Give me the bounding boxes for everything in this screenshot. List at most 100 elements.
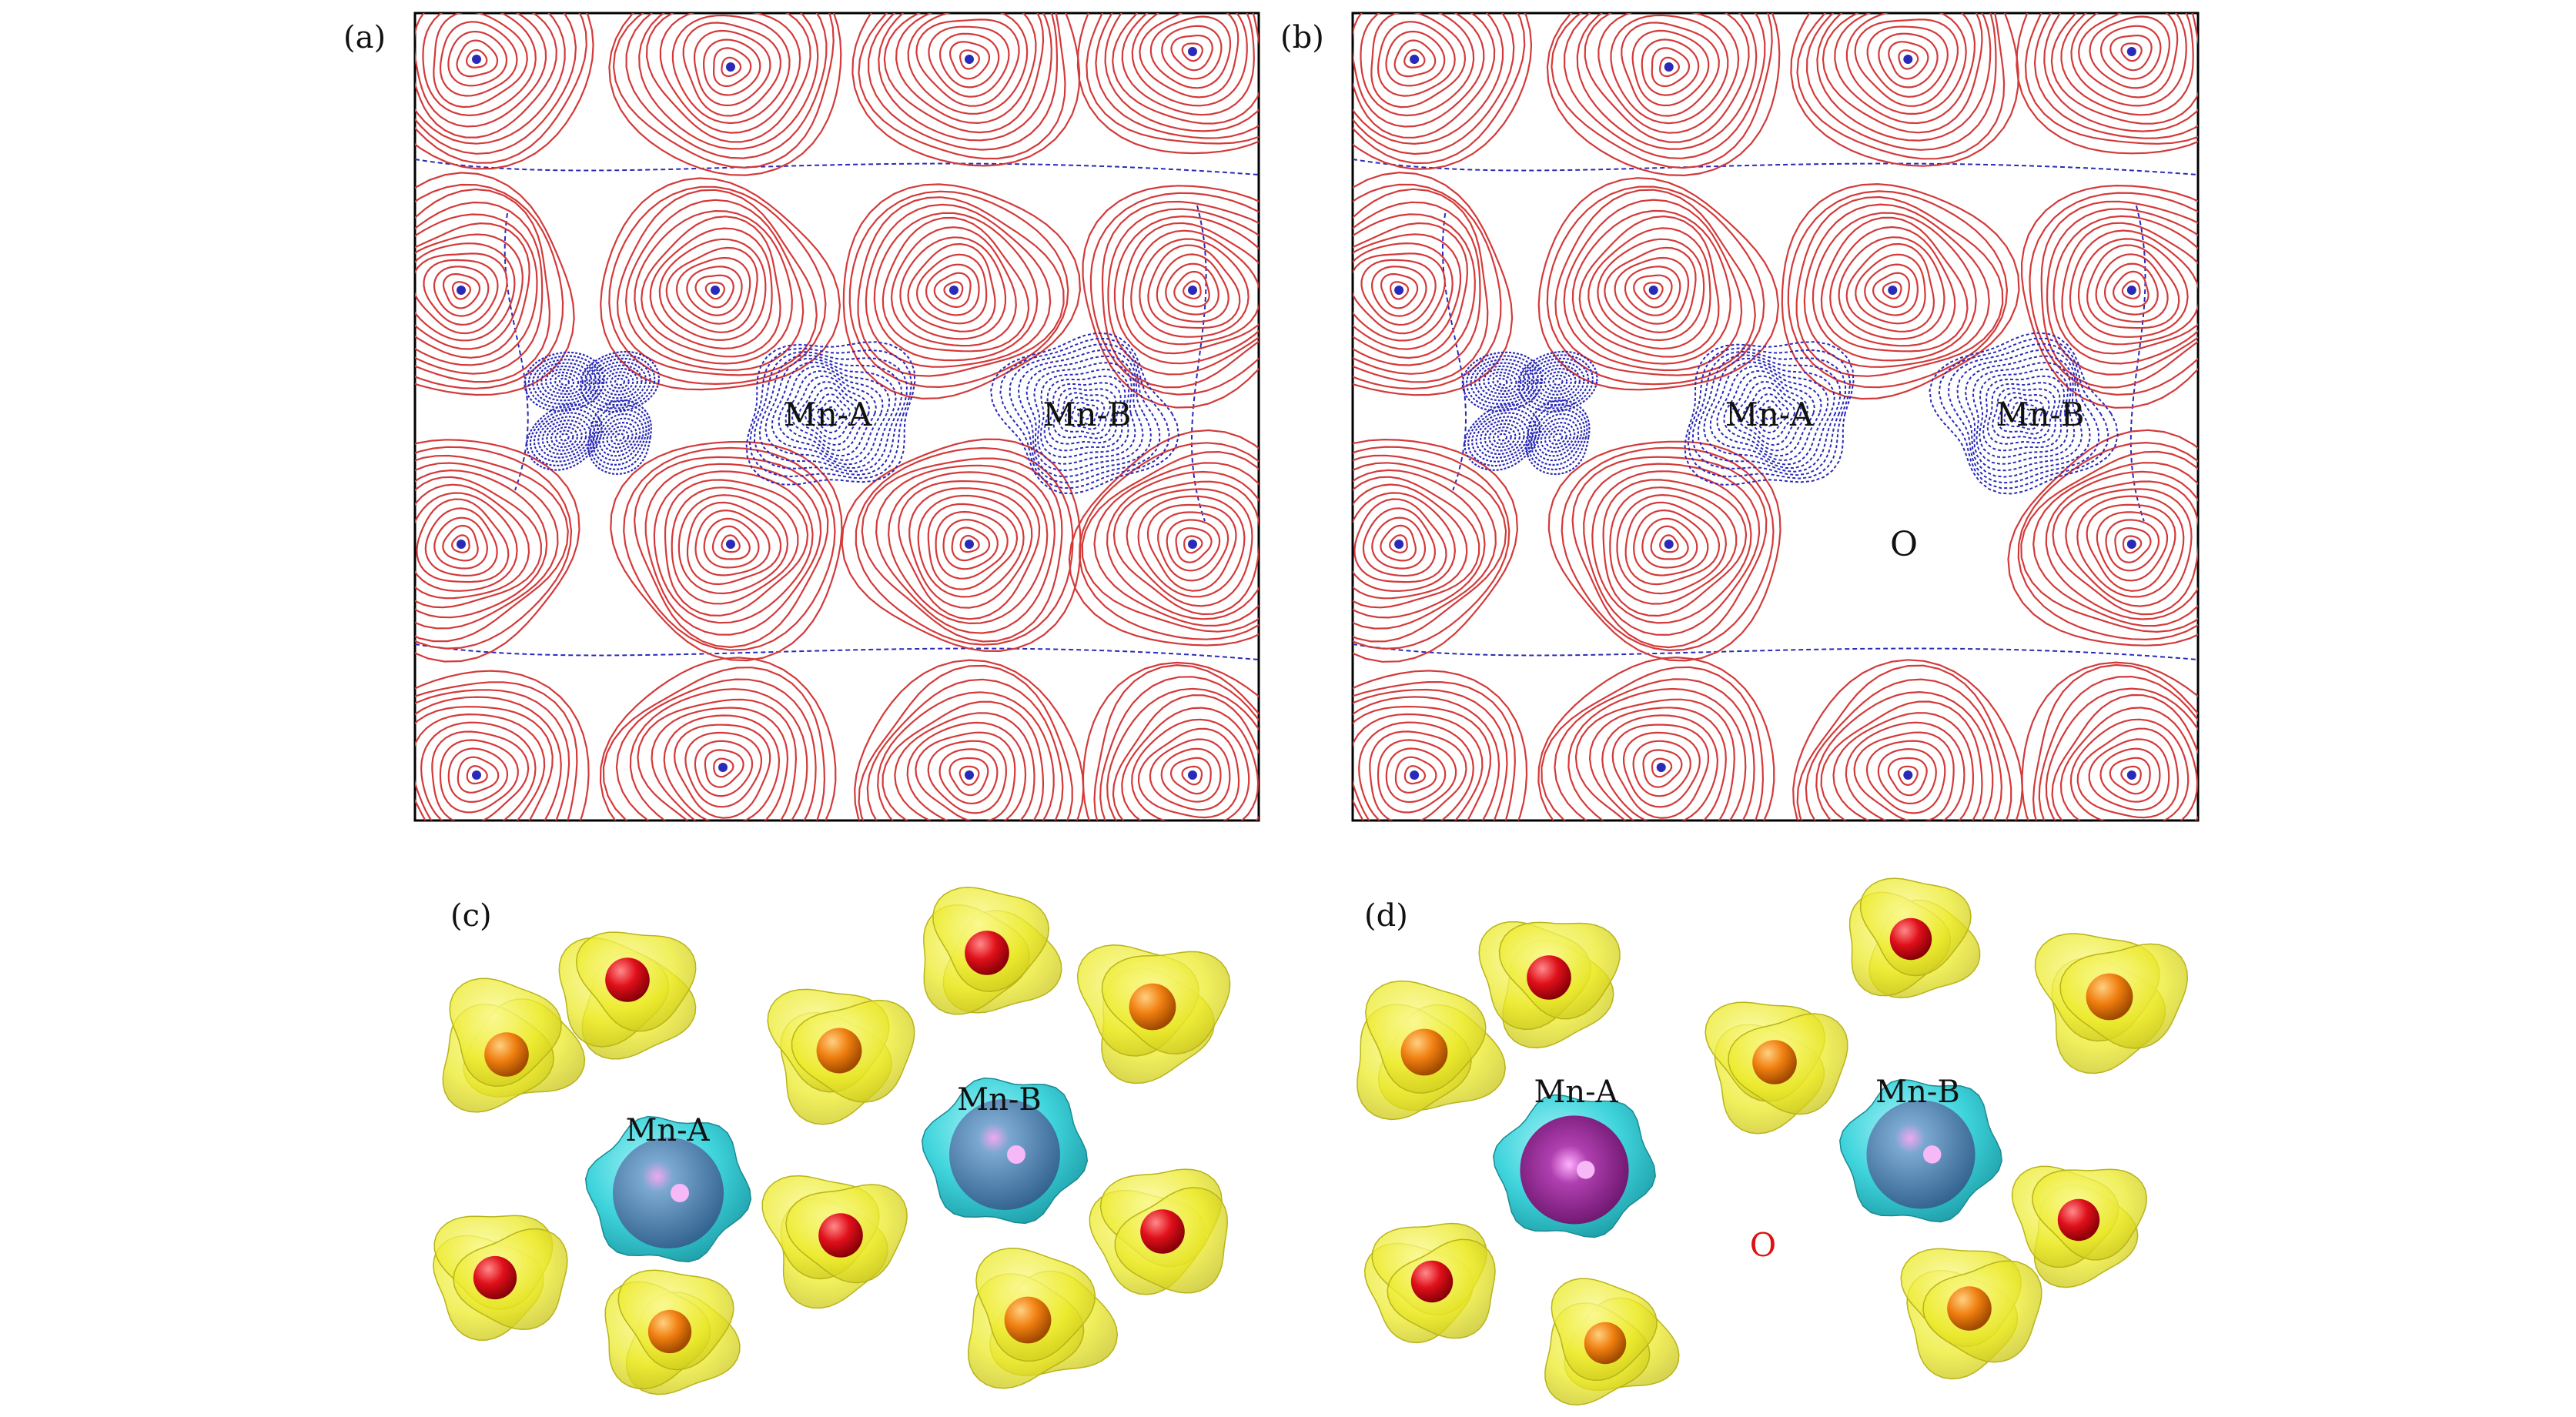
panel-c-mn-a-label: Mn-A (625, 1113, 710, 1148)
metal-atom-sphere (816, 1028, 862, 1074)
contour-core-dot (2126, 539, 2136, 550)
positive-density-lobe (599, 657, 837, 820)
contour-core-dot (1410, 770, 1420, 780)
positive-density-lobe (1547, 440, 1781, 662)
positive-density-lobe (2007, 429, 2198, 647)
positive-density-lobe (415, 172, 575, 396)
contour-core-dot (2126, 285, 2136, 296)
contour-core-dot (472, 55, 481, 64)
oxygen-isosurface (442, 978, 586, 1113)
positive-density-lobe (1546, 13, 1781, 177)
positive-density-lobe (851, 13, 1081, 167)
contour-core-dot (472, 770, 481, 780)
panel-d-vacancy-label: O (1750, 1226, 1776, 1264)
positive-density-lobe (1781, 182, 2020, 400)
contour-core-dot (1656, 762, 1666, 773)
positive-density-lobe (841, 438, 1082, 653)
contour-core-dot (1188, 286, 1197, 295)
oxygen-isosurface (1848, 877, 1981, 999)
positive-density-lobe (1353, 670, 1528, 820)
manganese-core-sphere (1520, 1115, 1629, 1225)
oxygen-isosurface (2011, 1165, 2147, 1288)
negative-density-cluster (524, 350, 661, 475)
panel-d-mn-b-label: Mn-B (1875, 1074, 1960, 1110)
positive-density-lobe (842, 183, 1082, 400)
positive-density-lobe (854, 659, 1085, 820)
panel-c: (c) Mn-A Mn-B (433, 887, 1231, 1395)
contour-core-dot (457, 286, 466, 295)
contour-core-dot (1664, 62, 1674, 72)
manganese-highlight (1007, 1145, 1025, 1164)
panel-c-label: (c) (450, 898, 492, 934)
positive-density-lobe (415, 439, 580, 663)
contour-core-dot (949, 286, 958, 295)
manganese-highlight (671, 1184, 689, 1202)
oxygen-isosurface (967, 1248, 1119, 1389)
contour-core-dot (1394, 539, 1404, 550)
contour-core-dot (1903, 770, 1913, 780)
contour-core-dot (1410, 54, 1420, 65)
contour-core-dot (2126, 770, 2136, 780)
panel-a-contours (415, 13, 1259, 820)
metal-atom-sphere (1129, 983, 1176, 1031)
contour-core-dot (1648, 285, 1658, 296)
positive-density-lobe (1792, 659, 2023, 820)
contour-core-dot (1664, 539, 1674, 550)
positive-density-lobe (610, 441, 843, 662)
metal-atom-sphere (1004, 1296, 1052, 1344)
contour-core-dot (1888, 285, 1898, 296)
panel-a: (a) Mn-A Mn-B (343, 12, 1260, 822)
oxygen-atom-sphere (1889, 917, 1932, 961)
oxygen-atom-sphere (605, 957, 650, 1002)
contour-core-dot (965, 770, 974, 780)
panel-d-label: (d) (1364, 898, 1408, 934)
metal-atom-sphere (2086, 973, 2133, 1021)
oxygen-atom-sphere (965, 931, 1009, 975)
oxygen-isosurface (2034, 933, 2189, 1074)
oxygen-isosurface (1544, 1278, 1680, 1405)
negative-density-lobe (990, 332, 1179, 495)
manganese-atom (584, 1115, 752, 1263)
positive-density-lobe (1353, 13, 1533, 170)
oxygen-isosurface (604, 1269, 741, 1395)
positive-density-lobe (1537, 177, 1780, 391)
positive-density-lobe (1068, 429, 1259, 647)
metal-atom-sphere (1947, 1286, 1992, 1331)
positive-density-lobe (1076, 13, 1259, 155)
contour-core-dot (1188, 540, 1197, 549)
metal-atom-sphere (484, 1032, 529, 1077)
oxygen-isosurface (1357, 980, 1506, 1121)
manganese-core-sphere (613, 1138, 724, 1248)
contour-core-dot (1188, 770, 1197, 780)
contour-core-dot (726, 540, 735, 549)
panel-c-isosurfaces (433, 887, 1231, 1395)
oxygen-atom-sphere (2057, 1198, 2100, 1242)
panel-d-mn-a-label: Mn-A (1534, 1074, 1618, 1110)
positive-density-lobe (1790, 13, 2019, 167)
panel-b-mn-b-label: Mn-B (1996, 396, 2084, 433)
positive-density-lobe (1353, 438, 1519, 663)
oxygen-atom-sphere (1527, 955, 1571, 1000)
panel-a-label: (a) (343, 20, 386, 55)
contour-core-dot (965, 540, 974, 549)
negative-density-cluster (1461, 350, 1598, 476)
metal-atom-sphere (1752, 1040, 1797, 1084)
metal-atom-sphere (1584, 1322, 1627, 1365)
panel-d-isosurfaces (1357, 877, 2189, 1405)
metal-atom-sphere (1400, 1028, 1448, 1076)
panel-b: (b) Mn-A Mn-B O (1280, 12, 2200, 822)
negative-density-lobe (1684, 341, 1855, 486)
contour-core-dot (726, 62, 735, 72)
manganese-atom (1839, 1078, 2002, 1223)
oxygen-isosurface (1705, 1001, 1848, 1135)
negative-density-lobe (745, 341, 916, 486)
contour-core-dot (711, 286, 720, 295)
positive-density-lobe (1082, 185, 1259, 409)
oxygen-isosurface (558, 931, 697, 1060)
oxygen-atom-sphere (1140, 1209, 1185, 1254)
manganese-atom (921, 1077, 1089, 1225)
positive-density-lobe (415, 13, 594, 170)
positive-density-lobe (415, 670, 590, 820)
positive-density-lobe (1537, 656, 1775, 820)
